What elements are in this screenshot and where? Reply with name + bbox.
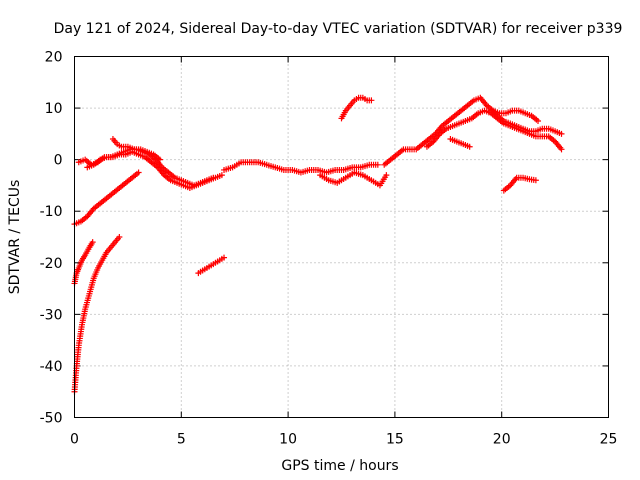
series-short-arc bbox=[195, 254, 228, 277]
x-tick-label: 5 bbox=[177, 432, 186, 448]
series-morning-band-c bbox=[109, 136, 163, 163]
x-tick-label: 20 bbox=[493, 432, 511, 448]
point-marker bbox=[116, 234, 123, 240]
plot-frame bbox=[74, 56, 609, 418]
y-tick-label: 20 bbox=[45, 50, 63, 66]
point-marker bbox=[466, 143, 473, 150]
y-tick-label: -50 bbox=[40, 411, 63, 427]
series-upper-arc bbox=[338, 94, 375, 122]
y-tick-label: 0 bbox=[54, 153, 63, 169]
grid-lines bbox=[74, 56, 609, 418]
series-rise-to-zero bbox=[71, 169, 142, 228]
tick-labels: 0 5 10 15 20 25 -50 -40 -30 -20 -10 0 10 20 bbox=[40, 50, 618, 448]
point-marker bbox=[374, 161, 381, 168]
point-marker bbox=[221, 254, 228, 261]
point-marker bbox=[218, 172, 225, 179]
y-tick-label: -10 bbox=[40, 204, 63, 220]
y-tick-label: 10 bbox=[45, 101, 63, 117]
point-marker bbox=[558, 130, 565, 137]
data-points bbox=[71, 94, 565, 395]
point-marker bbox=[89, 239, 96, 246]
point-marker bbox=[535, 117, 542, 124]
series-small-segment bbox=[447, 136, 473, 150]
y-tick-label: -20 bbox=[40, 256, 63, 272]
series-morning-band-a bbox=[75, 146, 217, 189]
series-midday-dip bbox=[317, 169, 390, 189]
point-marker bbox=[383, 172, 390, 179]
series-morning-band-b bbox=[84, 148, 225, 192]
y-tick-label: -40 bbox=[40, 359, 63, 375]
x-axis-label: GPS time / hours bbox=[281, 458, 398, 474]
axis-ticks bbox=[74, 56, 609, 418]
x-tick-label: 15 bbox=[386, 432, 404, 448]
point-marker bbox=[368, 97, 375, 104]
point-marker bbox=[156, 156, 163, 163]
y-tick-label: -30 bbox=[40, 307, 63, 323]
x-tick-label: 0 bbox=[70, 432, 79, 448]
series-afternoon-band-c bbox=[488, 107, 565, 137]
x-tick-label: 25 bbox=[600, 432, 618, 448]
point-marker bbox=[532, 177, 539, 184]
series-late-arc bbox=[500, 174, 539, 194]
series-steep-rise-long bbox=[71, 234, 123, 395]
chart-title: Day 121 of 2024, Sidereal Day-to-day VTE… bbox=[54, 21, 623, 37]
series-steep-rise-short bbox=[71, 239, 96, 287]
y-axis-label: SDTVAR / TECUs bbox=[7, 180, 23, 295]
point-marker bbox=[135, 169, 142, 176]
point-marker bbox=[558, 146, 565, 153]
series-midday-band bbox=[221, 159, 381, 176]
x-tick-label: 10 bbox=[279, 432, 297, 448]
